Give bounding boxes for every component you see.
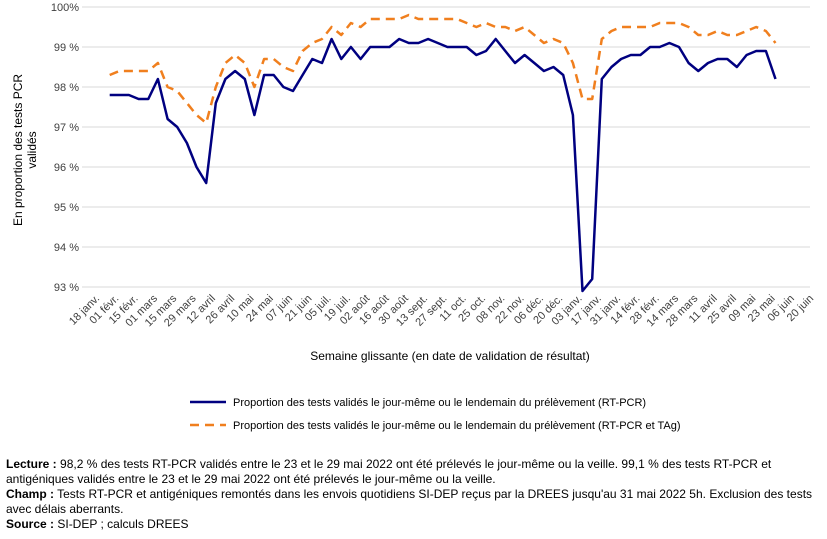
legend-label: Proportion des tests validés le jour-mêm…	[233, 397, 646, 409]
note-text: SI-DEP ; calculs DREES	[54, 517, 189, 531]
y-tick-label: 97 %	[54, 122, 79, 134]
y-axis-label-line: validés	[25, 131, 39, 168]
notes: Lecture : 98,2 % des tests RT-PCR validé…	[6, 457, 821, 532]
y-tick-label: 99 %	[54, 42, 79, 54]
chart: En proportion des tests PCRvalidés Semai…	[11, 2, 816, 432]
y-tick-label: 94 %	[54, 242, 79, 254]
legend-label: Proportion des tests validés le jour-mêm…	[233, 420, 681, 432]
note-text: Tests RT-PCR et antigéniques remontés da…	[6, 487, 813, 516]
y-tick-label: 95 %	[54, 202, 79, 214]
note-label: Source :	[6, 517, 55, 531]
series-line	[109, 37, 777, 293]
y-tick-label: 93 %	[54, 282, 79, 294]
note: Source : SI-DEP ; calculs DREES	[6, 517, 821, 532]
y-tick-label: 96 %	[54, 162, 79, 174]
y-axis-label: En proportion des tests PCRvalidés	[11, 74, 39, 226]
note-label: Lecture :	[6, 457, 57, 471]
x-axis-label: Semaine glissante (en date de validation…	[310, 349, 590, 363]
y-axis-label-line: En proportion des tests PCR	[11, 74, 25, 226]
note-text: 98,2 % des tests RT-PCR validés entre le…	[6, 457, 772, 486]
y-tick-label: 100%	[51, 2, 79, 14]
series-line	[109, 13, 777, 125]
note: Champ : Tests RT-PCR et antigéniques rem…	[6, 487, 821, 517]
y-tick-label: 98 %	[54, 82, 79, 94]
note: Lecture : 98,2 % des tests RT-PCR validé…	[6, 457, 821, 487]
note-label: Champ :	[6, 487, 54, 501]
